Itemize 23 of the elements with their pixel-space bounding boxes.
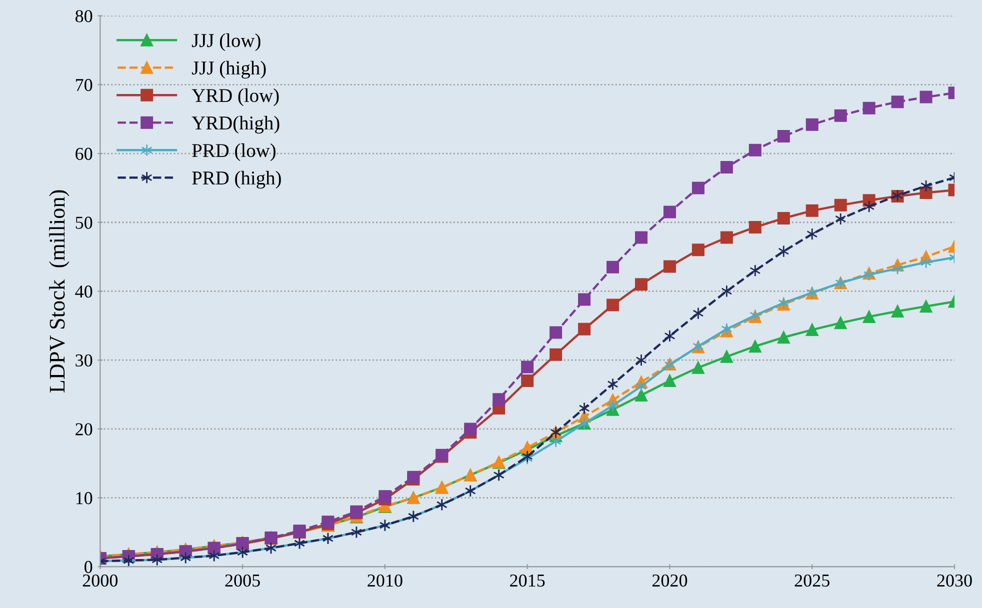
legend-label: YRD(high) (192, 116, 280, 134)
legend-label: YRD (low) (192, 88, 279, 106)
legend-label: PRD (high) (192, 170, 281, 189)
y-tick-label: 40 (75, 285, 92, 298)
y-tick-label: 80 (76, 10, 92, 22)
y-tick-label: 10 (76, 492, 92, 504)
legend-label: PRD (low) (192, 143, 276, 162)
y-tick-label: 60 (76, 148, 92, 160)
x-tick-label: 2025 (794, 574, 830, 587)
y-tick-label: 70 (76, 78, 92, 92)
y-tick-label: 0 (84, 560, 92, 574)
x-tick-label: 2000 (82, 574, 118, 587)
legend-label: JJJ (high) (192, 60, 266, 79)
y-tick-label: 20 (76, 423, 92, 436)
legend-label: JJJ (low) (192, 33, 260, 52)
x-tick-label: 2010 (368, 574, 402, 587)
y-axis-title: LDPV Stock (million) (49, 190, 70, 393)
x-tick-label: 2020 (652, 574, 688, 587)
x-tick-label: 2005 (225, 574, 260, 587)
x-tick-label: 2030 (937, 574, 972, 587)
y-tick-label: 50 (76, 216, 92, 229)
x-tick-label: 2015 (510, 574, 545, 587)
y-tick-label: 30 (76, 354, 92, 367)
